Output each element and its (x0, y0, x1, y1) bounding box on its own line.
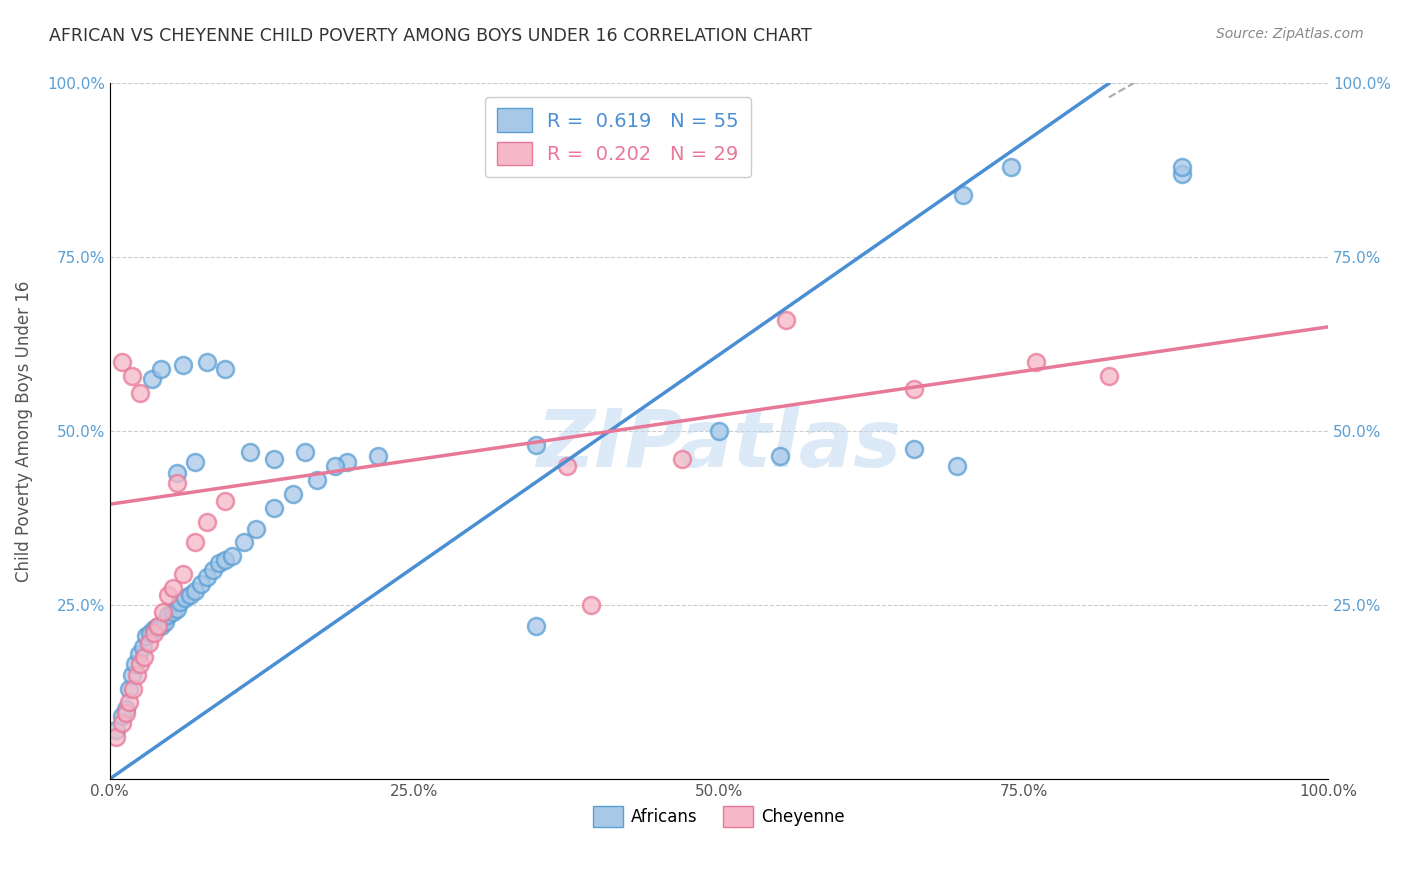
Point (239, 445, 262, 459)
Text: AFRICAN VS CHEYENNE CHILD POVERTY AMONG BOYS UNDER 16 CORRELATION CHART: AFRICAN VS CHEYENNE CHILD POVERTY AMONG … (49, 27, 811, 45)
Point (945, 458, 967, 473)
Point (114, 706, 136, 720)
Point (111, 716, 134, 731)
Point (129, 386, 152, 401)
Point (121, 667, 143, 681)
Point (214, 493, 236, 508)
Point (1171, 167, 1194, 181)
Point (166, 476, 188, 491)
Point (190, 577, 212, 591)
Point (142, 625, 165, 640)
Point (769, 449, 792, 463)
Point (281, 487, 304, 501)
Point (135, 629, 157, 643)
Point (132, 650, 155, 665)
Point (524, 619, 547, 633)
Point (1025, 354, 1047, 368)
Point (903, 442, 925, 456)
Y-axis label: Child Poverty Among Boys Under 16: Child Poverty Among Boys Under 16 (15, 280, 32, 582)
Point (153, 615, 176, 630)
Point (294, 445, 316, 459)
Point (139, 625, 162, 640)
Point (118, 681, 141, 696)
Point (169, 594, 191, 608)
Point (148, 619, 170, 633)
Point (232, 535, 254, 549)
Point (152, 605, 174, 619)
Point (179, 588, 201, 602)
Point (208, 557, 231, 571)
Point (336, 455, 359, 469)
Point (1171, 160, 1194, 174)
Point (122, 681, 145, 696)
Point (195, 354, 218, 368)
Point (323, 458, 346, 473)
Point (367, 449, 389, 463)
Point (124, 657, 146, 672)
Point (305, 473, 328, 487)
Point (142, 623, 165, 637)
Point (118, 695, 141, 709)
Point (184, 535, 207, 549)
Point (671, 452, 693, 467)
Point (579, 598, 602, 612)
Point (146, 620, 169, 634)
Point (524, 438, 547, 452)
Point (195, 570, 218, 584)
Point (162, 581, 184, 595)
Point (202, 563, 225, 577)
Point (149, 361, 172, 376)
Point (114, 702, 136, 716)
Point (121, 368, 143, 383)
Point (172, 358, 194, 372)
Point (214, 361, 236, 376)
Point (214, 553, 236, 567)
Point (221, 549, 243, 564)
Point (1000, 160, 1022, 174)
Point (166, 601, 188, 615)
Point (903, 383, 925, 397)
Point (172, 566, 194, 581)
Point (775, 313, 797, 327)
Point (263, 500, 285, 515)
Point (174, 591, 197, 606)
Point (707, 424, 730, 438)
Text: Source: ZipAtlas.com: Source: ZipAtlas.com (1216, 27, 1364, 41)
Point (162, 605, 184, 619)
Text: ZIPatlas: ZIPatlas (537, 406, 901, 484)
Point (138, 636, 160, 650)
Point (111, 709, 134, 723)
Point (184, 584, 207, 599)
Point (149, 619, 172, 633)
Point (245, 522, 267, 536)
Point (129, 657, 152, 672)
Point (952, 187, 974, 202)
Point (104, 730, 127, 744)
Point (111, 354, 134, 368)
Point (131, 640, 153, 654)
Point (263, 452, 285, 467)
Point (125, 667, 148, 681)
Point (1098, 368, 1121, 383)
Point (166, 466, 188, 480)
Point (157, 608, 180, 623)
Point (184, 455, 207, 469)
Point (104, 723, 127, 738)
Point (141, 372, 163, 386)
Point (157, 588, 180, 602)
Point (555, 458, 578, 473)
Point (195, 515, 218, 529)
Point (128, 647, 150, 661)
Legend: Africans, Cheyenne: Africans, Cheyenne (586, 799, 852, 833)
